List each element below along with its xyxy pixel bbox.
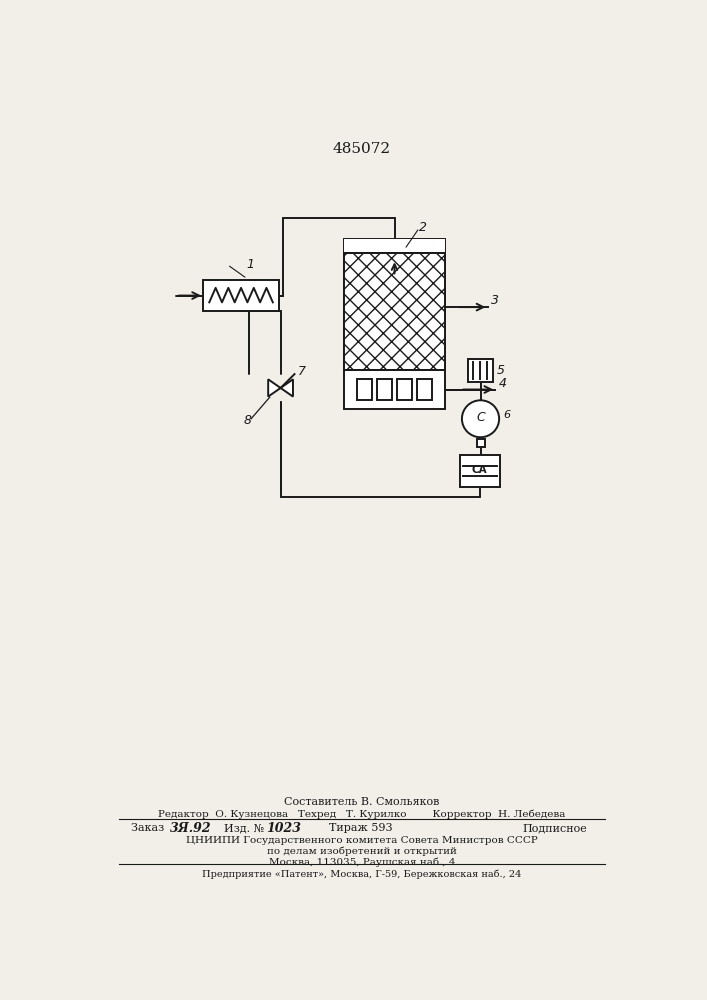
Text: Составитель В. Смольяков: Составитель В. Смольяков <box>284 797 440 807</box>
Bar <box>344 253 445 370</box>
Text: Тираж 593: Тираж 593 <box>329 823 392 833</box>
Circle shape <box>462 400 499 437</box>
Text: 8: 8 <box>244 414 252 427</box>
Text: CA: CA <box>472 465 488 475</box>
Text: Редактор  О. Кузнецова   Техред   Т. Курилко        Корректор  Н. Лебедева: Редактор О. Кузнецова Техред Т. Курилко … <box>158 810 566 819</box>
Text: 1023: 1023 <box>267 822 302 835</box>
Bar <box>460 455 500 487</box>
Bar <box>344 239 445 253</box>
Text: 3: 3 <box>491 294 499 307</box>
Bar <box>344 239 445 409</box>
Text: 7: 7 <box>298 365 305 378</box>
Text: Подписное: Подписное <box>522 823 587 833</box>
Bar <box>468 359 493 382</box>
Bar <box>356 379 372 400</box>
Polygon shape <box>281 379 293 397</box>
Text: 6: 6 <box>504 410 511 420</box>
Polygon shape <box>268 379 281 397</box>
Bar <box>377 379 392 400</box>
Text: ЦНИИПИ Государственного комитета Совета Министров СССР: ЦНИИПИ Государственного комитета Совета … <box>186 836 538 845</box>
Text: Заказ: Заказ <box>131 823 168 833</box>
Text: C: C <box>476 411 485 424</box>
Text: 5: 5 <box>497 364 505 377</box>
Text: 1: 1 <box>247 258 255 271</box>
Bar <box>203 280 279 311</box>
Bar <box>397 379 412 400</box>
Text: 3Я.92: 3Я.92 <box>170 822 211 835</box>
Text: Москва, 113035, Раушская наб., 4: Москва, 113035, Раушская наб., 4 <box>269 858 455 867</box>
Text: 2: 2 <box>419 221 427 234</box>
Text: 485072: 485072 <box>333 142 391 156</box>
Text: Предприятие «Патент», Москва, Г-59, Бережковская наб., 24: Предприятие «Патент», Москва, Г-59, Бере… <box>202 870 522 879</box>
Text: Изд. №: Изд. № <box>224 823 264 833</box>
Bar <box>417 379 433 400</box>
Text: 4: 4 <box>499 377 507 390</box>
Text: по делам изобретений и открытий: по делам изобретений и открытий <box>267 847 457 856</box>
